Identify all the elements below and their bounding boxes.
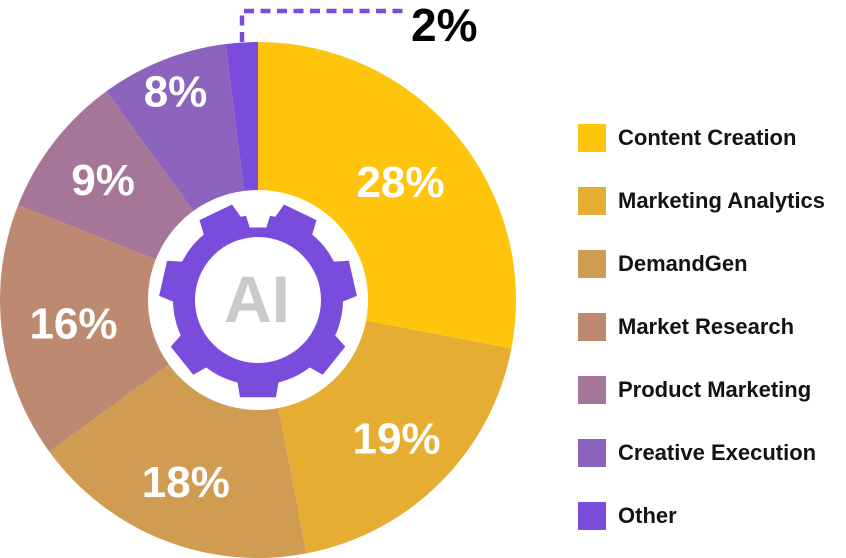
legend-label-creative-execution: Creative Execution [618, 440, 817, 465]
legend-item-market-research: Market Research [578, 313, 825, 341]
legend-label-product-marketing: Product Marketing [618, 377, 812, 402]
legend-swatch-creative-execution [578, 439, 606, 467]
legend-item-demandgen: DemandGen [578, 250, 825, 278]
legend-item-marketing-analytics: Marketing Analytics [578, 187, 825, 215]
slice-label-content-creation: 28% [356, 158, 444, 207]
slice-label-marketing-analytics: 19% [353, 415, 441, 464]
gear-tooth [328, 260, 357, 304]
slice-label-demandgen: 18% [142, 458, 230, 507]
gear-tooth [272, 204, 317, 240]
gear-tooth [304, 331, 346, 375]
gear-tooth [159, 260, 188, 304]
gear-tooth [236, 377, 280, 398]
callout-line [239, 8, 404, 42]
center-ai-label: AI [224, 262, 290, 336]
legend-swatch-product-marketing [578, 376, 606, 404]
gear-notch [243, 208, 273, 228]
gear-tooth [170, 331, 212, 375]
pie-slice-market-research [0, 205, 258, 452]
legend-label-other: Other [618, 503, 677, 528]
legend-item-content-creation: Content Creation [578, 124, 825, 152]
slice-label-market-research: 16% [29, 299, 117, 348]
legend-swatch-content-creation [578, 124, 606, 152]
legend-label-content-creation: Content Creation [618, 125, 797, 150]
legend-swatch-marketing-analytics [578, 187, 606, 215]
legend-swatch-demandgen [578, 250, 606, 278]
slice-label-creative-execution: 8% [144, 68, 208, 117]
legend-swatch-other [578, 502, 606, 530]
legend-item-other: Other [578, 502, 825, 530]
slice-labels: 28% 19% 18% 16% 9%8% [29, 68, 444, 508]
legend-item-product-marketing: Product Marketing [578, 376, 825, 404]
legend: Content Creation Marketing Analytics Deman… [578, 124, 825, 530]
legend-swatch-market-research [578, 313, 606, 341]
callout-label: 2% [411, 0, 477, 51]
slice-label-product-marketing: 9% [71, 156, 135, 205]
gear-tooth [199, 204, 244, 240]
legend-label-marketing-analytics: Marketing Analytics [618, 188, 826, 213]
gear-icon [159, 204, 357, 398]
legend-label-demandgen: DemandGen [618, 251, 748, 276]
legend-label-market-research: Market Research [618, 314, 795, 339]
legend-item-creative-execution: Creative Execution [578, 439, 825, 467]
